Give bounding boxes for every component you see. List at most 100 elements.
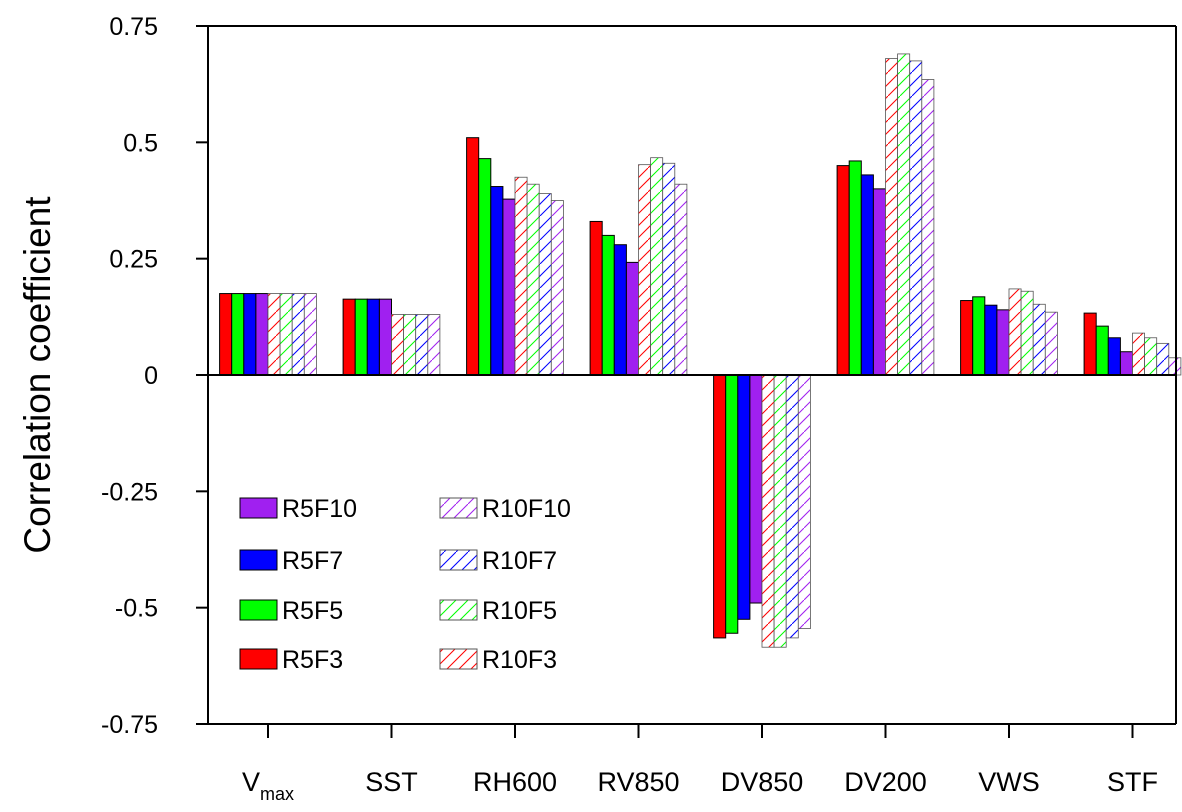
bar-dv200-r5f7 <box>860 174 874 376</box>
axes: 0.75 0.5 0.25 0 -0.25 -0.5 -0.75 Correlation co… <box>17 13 1177 804</box>
bar-sst-r5f5 <box>354 298 368 376</box>
x-tick-label: DV200 <box>844 767 927 797</box>
bar-vmax-r5f7 <box>243 293 257 376</box>
legend: R5F10 R5F7 R5F5 R5F3 R10F10 R10F7 R10F5 R10F3 <box>239 495 571 674</box>
bar-dv850-r10f5 <box>773 374 787 648</box>
bar-stf-r5f10 <box>1119 351 1134 376</box>
legend-swatch-r5f3 <box>239 648 278 670</box>
bar-dv200-r10f10 <box>921 79 935 376</box>
bar-dv850-r5f5 <box>725 374 739 634</box>
bar-rv850-r5f10 <box>625 261 640 376</box>
bar-sst-r10f10 <box>427 314 441 376</box>
bar-vmax-r10f3 <box>267 293 281 376</box>
bar-stf-r5f7 <box>1107 337 1121 376</box>
bar-rv850-r10f3 <box>638 164 652 376</box>
bar-dv850-r5f7 <box>737 374 751 620</box>
bar-dv850-r10f7 <box>785 374 799 639</box>
bars <box>219 53 1182 648</box>
bar-dv850-r5f10 <box>749 374 763 604</box>
legend-swatch-r10f3 <box>439 648 478 670</box>
bar-vmax-r10f7 <box>291 293 305 376</box>
y-tick-label: 0.25 <box>109 246 158 274</box>
bar-vws-r5f10 <box>996 309 1010 376</box>
bar-dv200-r10f7 <box>909 60 923 376</box>
y-tick-label: -0.75 <box>101 711 158 739</box>
x-tick-label: VWS <box>978 767 1040 797</box>
bar-rh600-r5f5 <box>478 158 492 376</box>
y-tick-label: 0.5 <box>123 129 158 157</box>
bar-rh600-r10f5 <box>526 183 540 376</box>
y-axis-label: Correlation coefficient <box>17 196 58 554</box>
bar-dv850-r10f3 <box>761 374 775 648</box>
legend-label-r10f5: R10F5 <box>482 597 557 625</box>
legend-swatch-r10f10 <box>439 497 478 519</box>
bar-sst-r5f7 <box>366 298 380 376</box>
legend-swatch-r5f5 <box>239 599 278 621</box>
bar-stf-r10f3 <box>1132 332 1146 376</box>
x-tick-label: Vmax <box>242 767 294 804</box>
legend-swatch-r10f7 <box>439 549 478 571</box>
bar-vws-r10f3 <box>1008 288 1022 376</box>
bar-rh600-r5f7 <box>490 186 504 376</box>
bar-rv850-r5f5 <box>601 234 615 376</box>
legend-label-r5f10: R5F10 <box>282 495 357 523</box>
bar-vmax-r5f10 <box>255 293 269 376</box>
legend-swatch-r10f5 <box>439 599 478 621</box>
bar-rh600-r10f10 <box>550 200 564 376</box>
bar-dv850-r10f10 <box>797 374 811 630</box>
bar-sst-r10f7 <box>415 314 429 376</box>
bar-vmax-r10f10 <box>303 293 317 376</box>
x-tick-label: RV850 <box>597 767 679 797</box>
bar-rh600-r5f3 <box>466 137 480 376</box>
bar-rh600-r5f10 <box>502 198 516 376</box>
bar-vmax-r5f5 <box>231 293 245 376</box>
legend-swatch-r5f7 <box>239 549 278 571</box>
x-tick-label: RH600 <box>473 767 557 797</box>
legend-label-r5f7: R5F7 <box>282 547 343 575</box>
y-tick-label: -0.25 <box>101 478 158 506</box>
bar-sst-r10f5 <box>403 314 417 376</box>
legend-label-r5f5: R5F5 <box>282 597 343 625</box>
bar-vws-r5f7 <box>984 304 998 376</box>
bar-rv850-r5f7 <box>613 244 627 376</box>
legend-label-r10f10: R10F10 <box>482 495 571 523</box>
bar-rv850-r10f10 <box>674 183 688 376</box>
bar-stf-r10f7 <box>1156 342 1170 376</box>
bar-vws-r10f10 <box>1044 311 1058 376</box>
bar-dv200-r5f3 <box>836 165 850 376</box>
bar-dv200-r5f5 <box>848 160 862 376</box>
bar-dv200-r10f5 <box>897 53 911 376</box>
bar-dv200-r10f3 <box>885 58 899 376</box>
bar-vws-r10f5 <box>1020 290 1034 376</box>
bar-vmax-r10f5 <box>279 293 293 376</box>
y-tick-label: 0.75 <box>109 13 158 41</box>
bar-dv850-r5f3 <box>713 374 727 639</box>
x-tick-label: STF <box>1107 767 1158 797</box>
bar-rv850-r10f7 <box>662 162 676 376</box>
bar-stf-r10f5 <box>1144 337 1158 376</box>
x-tick-label: SST <box>365 767 418 797</box>
bar-sst-r10f3 <box>391 314 405 376</box>
bar-vws-r5f3 <box>960 300 974 376</box>
legend-label-r10f7: R10F7 <box>482 547 557 575</box>
bar-stf-r10f10 <box>1168 357 1182 376</box>
bar-stf-r5f5 <box>1095 325 1109 376</box>
bar-vws-r5f5 <box>972 296 986 376</box>
bar-dv200-r5f10 <box>872 188 887 376</box>
bar-rv850-r10f5 <box>650 157 664 376</box>
bar-rv850-r5f3 <box>589 220 603 376</box>
bar-sst-r5f3 <box>342 298 356 376</box>
bar-vws-r10f7 <box>1032 303 1046 376</box>
legend-swatch-r5f10 <box>239 497 278 519</box>
bar-rh600-r10f3 <box>514 176 528 376</box>
legend-label-r10f3: R10F3 <box>482 646 557 674</box>
legend-label-r5f3: R5F3 <box>282 646 343 674</box>
bar-rh600-r10f7 <box>538 193 552 376</box>
bar-stf-r5f3 <box>1083 312 1097 376</box>
bar-vmax-r5f3 <box>219 293 233 376</box>
bar-sst-r5f10 <box>378 298 392 376</box>
x-tick-label: DV850 <box>721 767 804 797</box>
y-tick-label: -0.5 <box>115 595 158 623</box>
y-tick-label: 0 <box>144 362 158 390</box>
